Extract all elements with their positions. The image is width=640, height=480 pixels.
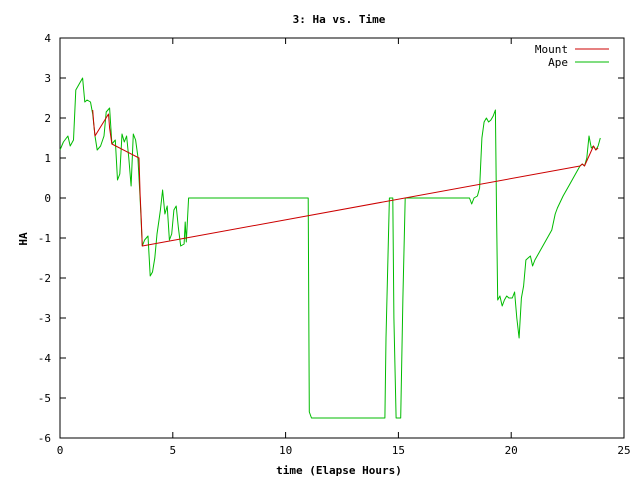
y-tick-label: -2 [38,272,51,285]
legend-label-mount: Mount [535,43,568,56]
series-line-ape [59,77,601,419]
series-line-mount [92,109,599,247]
y-tick-label: 1 [44,152,51,165]
axis-ticks [59,37,625,439]
y-axis-label: HA [17,232,30,246]
plot-frame [59,37,625,439]
y-tick-label: 0 [44,192,51,205]
y-tick-label: -5 [38,392,51,405]
x-tick-label: 15 [392,444,405,457]
x-tick-label: 10 [279,444,292,457]
legend-label-ape: Ape [548,56,568,69]
series-lines [59,77,601,419]
chart-title: 3: Ha vs. Time [293,13,386,26]
tick-labels: 0 5 10 15 20 25 -6 -5 -4 -3 -2 -1 0 1 2 3 4 [38,32,631,457]
x-tick-label: 20 [505,444,518,457]
y-tick-label: 4 [44,32,51,45]
y-tick-label: -4 [38,352,52,365]
x-tick-label: 0 [57,444,64,457]
x-axis-label: time (Elapse Hours) [276,464,402,477]
y-tick-label: -6 [38,432,51,445]
x-tick-label: 5 [169,444,176,457]
y-tick-label: -1 [38,232,51,245]
y-tick-label: 2 [44,112,51,125]
y-tick-label: -3 [38,312,51,325]
y-tick-label: 3 [44,72,51,85]
x-tick-label: 25 [617,444,630,457]
